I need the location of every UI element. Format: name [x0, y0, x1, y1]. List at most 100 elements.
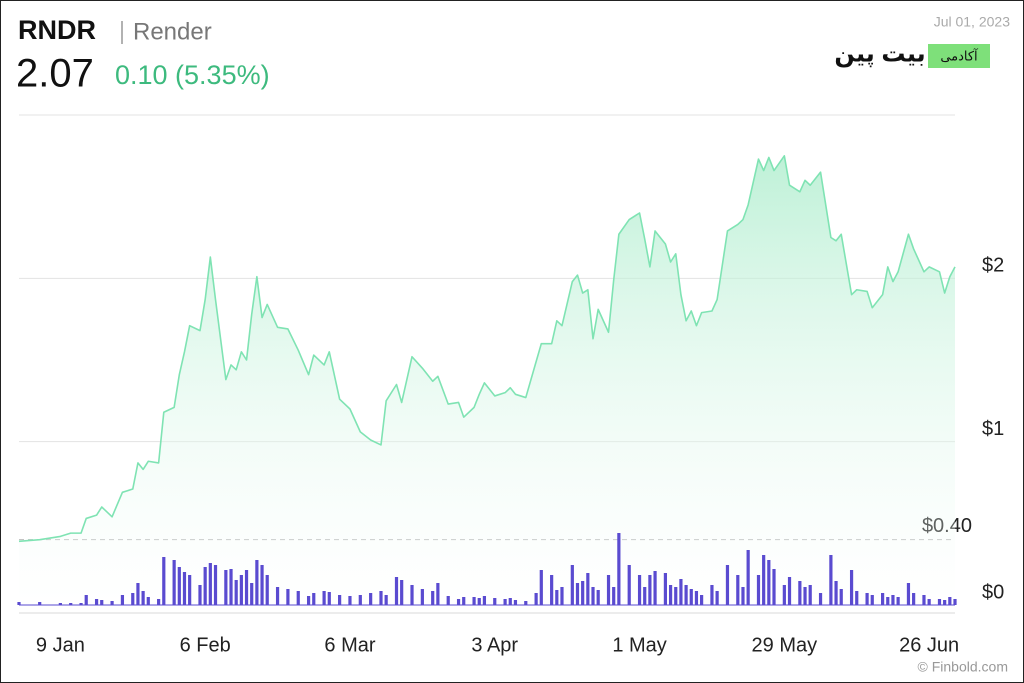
volume-bar: [756, 575, 761, 605]
volume-bar: [839, 589, 843, 605]
volume-bar: [208, 563, 212, 605]
volume-bar: [146, 597, 150, 605]
volume-bar: [446, 596, 450, 605]
volume-bar: [653, 571, 657, 605]
volume-bar: [684, 585, 688, 605]
volume-bar: [870, 595, 874, 605]
x-tick-label: 26 Jun: [899, 634, 959, 656]
volume-bar: [462, 597, 466, 605]
volume-bar: [250, 583, 254, 605]
volume-bar: [312, 593, 316, 605]
x-tick-label: 6 Feb: [180, 634, 231, 656]
badge-box: [928, 44, 990, 68]
x-tick-label: 29 May: [752, 634, 818, 656]
volume-bar: [384, 595, 388, 605]
volume-bar: [157, 599, 161, 605]
volume-bar: [322, 591, 326, 605]
volume-bar: [234, 580, 238, 605]
volume-bar: [338, 595, 342, 605]
volume-bar: [643, 587, 647, 605]
volume-bar: [213, 565, 218, 605]
x-tick-label: 3 Apr: [471, 634, 518, 656]
volume-bar: [456, 599, 461, 605]
volume-bar: [937, 599, 942, 605]
volume-bar: [912, 593, 916, 605]
volume-bar: [136, 583, 140, 605]
credit: © Finbold.com: [918, 659, 1008, 675]
volume-bar: [715, 591, 719, 605]
price-line: [18, 155, 956, 543]
x-tick-label: 6 Mar: [324, 634, 375, 656]
volume-bar: [694, 591, 699, 605]
volume-bar: [736, 575, 740, 605]
badge: آکادمی: [940, 47, 979, 63]
volume-bar: [79, 603, 83, 605]
x-tick-label: 1 May: [612, 634, 666, 656]
x-tick-label: 9 Jan: [36, 634, 85, 656]
volume-bar: [906, 583, 911, 605]
volume-bar: [700, 595, 704, 605]
volume-bar: [275, 587, 280, 605]
volume-bar: [772, 569, 776, 605]
volume-bar: [627, 565, 631, 605]
volume-bar: [586, 573, 590, 605]
volume-bar: [575, 583, 580, 605]
y-tick-label: $0: [982, 581, 1004, 603]
volume-bar: [394, 577, 399, 605]
volume-bar: [17, 602, 21, 605]
volume-bar: [224, 570, 228, 605]
volume-bar: [255, 560, 259, 605]
volume-bar: [431, 591, 435, 605]
volume-bar: [617, 533, 621, 605]
symbol: RNDR: [18, 15, 96, 45]
volume-bar: [560, 587, 564, 605]
volume-bar: [348, 596, 352, 605]
volume-bar: [927, 599, 931, 605]
volume-bar: [239, 575, 243, 605]
volume-bar: [369, 593, 373, 605]
volume-bar: [922, 595, 926, 605]
volume-bar: [849, 570, 854, 605]
volume-bar: [100, 600, 104, 605]
volume-bar: [803, 587, 807, 605]
volume-bar: [472, 597, 476, 605]
volume-bar: [400, 580, 404, 605]
volume-bar: [188, 575, 192, 605]
volume-bar: [834, 581, 838, 605]
volume-bar: [539, 570, 543, 605]
volume-bar: [612, 587, 616, 605]
y-tick-label: $2: [982, 255, 1004, 277]
volume-bar: [689, 589, 693, 605]
volume-bar: [818, 593, 823, 605]
volume-bar: [741, 587, 745, 605]
volume-bar: [637, 575, 642, 605]
volume-bar: [943, 600, 947, 605]
volume-bar: [591, 587, 595, 605]
volume-bar: [555, 590, 559, 605]
volume-bar: [182, 572, 187, 605]
price: 2.07: [16, 52, 94, 96]
volume-bar: [94, 599, 99, 605]
volume-bar: [767, 560, 771, 605]
y-tick-label: $1: [982, 418, 1004, 440]
volume-bar: [534, 593, 538, 605]
volume-bar: [550, 575, 554, 605]
price-area: [19, 155, 955, 606]
volume-bar: [674, 587, 678, 605]
volume-bar: [358, 595, 362, 605]
volume-bar: [260, 565, 264, 605]
volume-bar: [420, 589, 424, 605]
volume-bar: [798, 581, 802, 605]
volume-bar: [668, 585, 673, 605]
volume-bar: [265, 575, 269, 605]
volume-bar: [131, 593, 135, 605]
volume-bar: [141, 591, 145, 605]
volume-bar: [162, 557, 166, 605]
volume-bar: [679, 579, 683, 605]
volume-bar: [829, 555, 833, 605]
date: Jul 01, 2023: [934, 14, 1010, 30]
volume-bar: [84, 595, 88, 605]
volume-bar: [762, 555, 766, 605]
volume-bar: [513, 600, 518, 605]
volume-bar: [953, 599, 957, 605]
